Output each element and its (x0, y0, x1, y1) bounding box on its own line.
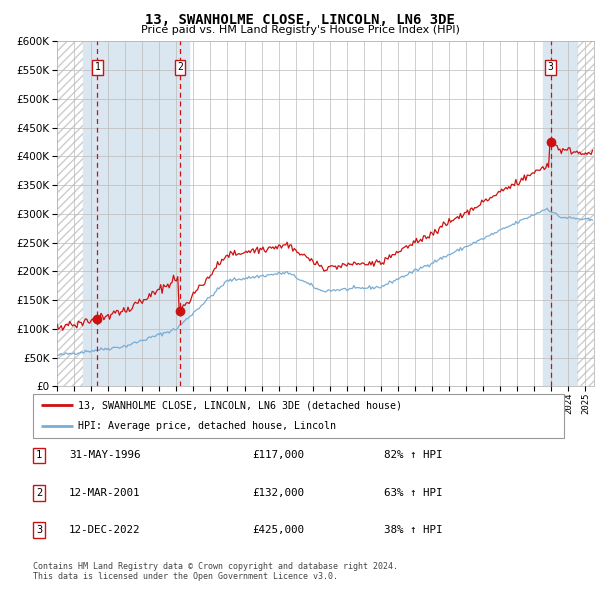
Text: £132,000: £132,000 (252, 488, 304, 497)
Text: 12-MAR-2001: 12-MAR-2001 (69, 488, 140, 497)
Text: 1: 1 (95, 62, 100, 72)
Bar (577, 41, 594, 386)
Text: 2: 2 (177, 62, 183, 72)
Text: £117,000: £117,000 (252, 451, 304, 460)
Text: 13, SWANHOLME CLOSE, LINCOLN, LN6 3DE: 13, SWANHOLME CLOSE, LINCOLN, LN6 3DE (145, 13, 455, 27)
Bar (577, 41, 594, 386)
Text: 3: 3 (548, 62, 554, 72)
Bar (57, 41, 83, 386)
Text: 82% ↑ HPI: 82% ↑ HPI (384, 451, 443, 460)
Text: 1: 1 (36, 451, 42, 460)
Bar (57, 41, 83, 386)
Text: Price paid vs. HM Land Registry's House Price Index (HPI): Price paid vs. HM Land Registry's House … (140, 25, 460, 35)
Text: 63% ↑ HPI: 63% ↑ HPI (384, 488, 443, 497)
Text: 12-DEC-2022: 12-DEC-2022 (69, 525, 140, 535)
Text: 3: 3 (36, 525, 42, 535)
Text: HPI: Average price, detached house, Lincoln: HPI: Average price, detached house, Linc… (78, 421, 336, 431)
Text: £425,000: £425,000 (252, 525, 304, 535)
Text: 31-MAY-1996: 31-MAY-1996 (69, 451, 140, 460)
Text: 13, SWANHOLME CLOSE, LINCOLN, LN6 3DE (detached house): 13, SWANHOLME CLOSE, LINCOLN, LN6 3DE (d… (78, 400, 402, 410)
FancyBboxPatch shape (33, 394, 564, 438)
Bar (83, 41, 189, 386)
Text: 38% ↑ HPI: 38% ↑ HPI (384, 525, 443, 535)
Bar (543, 41, 577, 386)
Text: 2: 2 (36, 488, 42, 497)
Text: Contains HM Land Registry data © Crown copyright and database right 2024.
This d: Contains HM Land Registry data © Crown c… (33, 562, 398, 581)
